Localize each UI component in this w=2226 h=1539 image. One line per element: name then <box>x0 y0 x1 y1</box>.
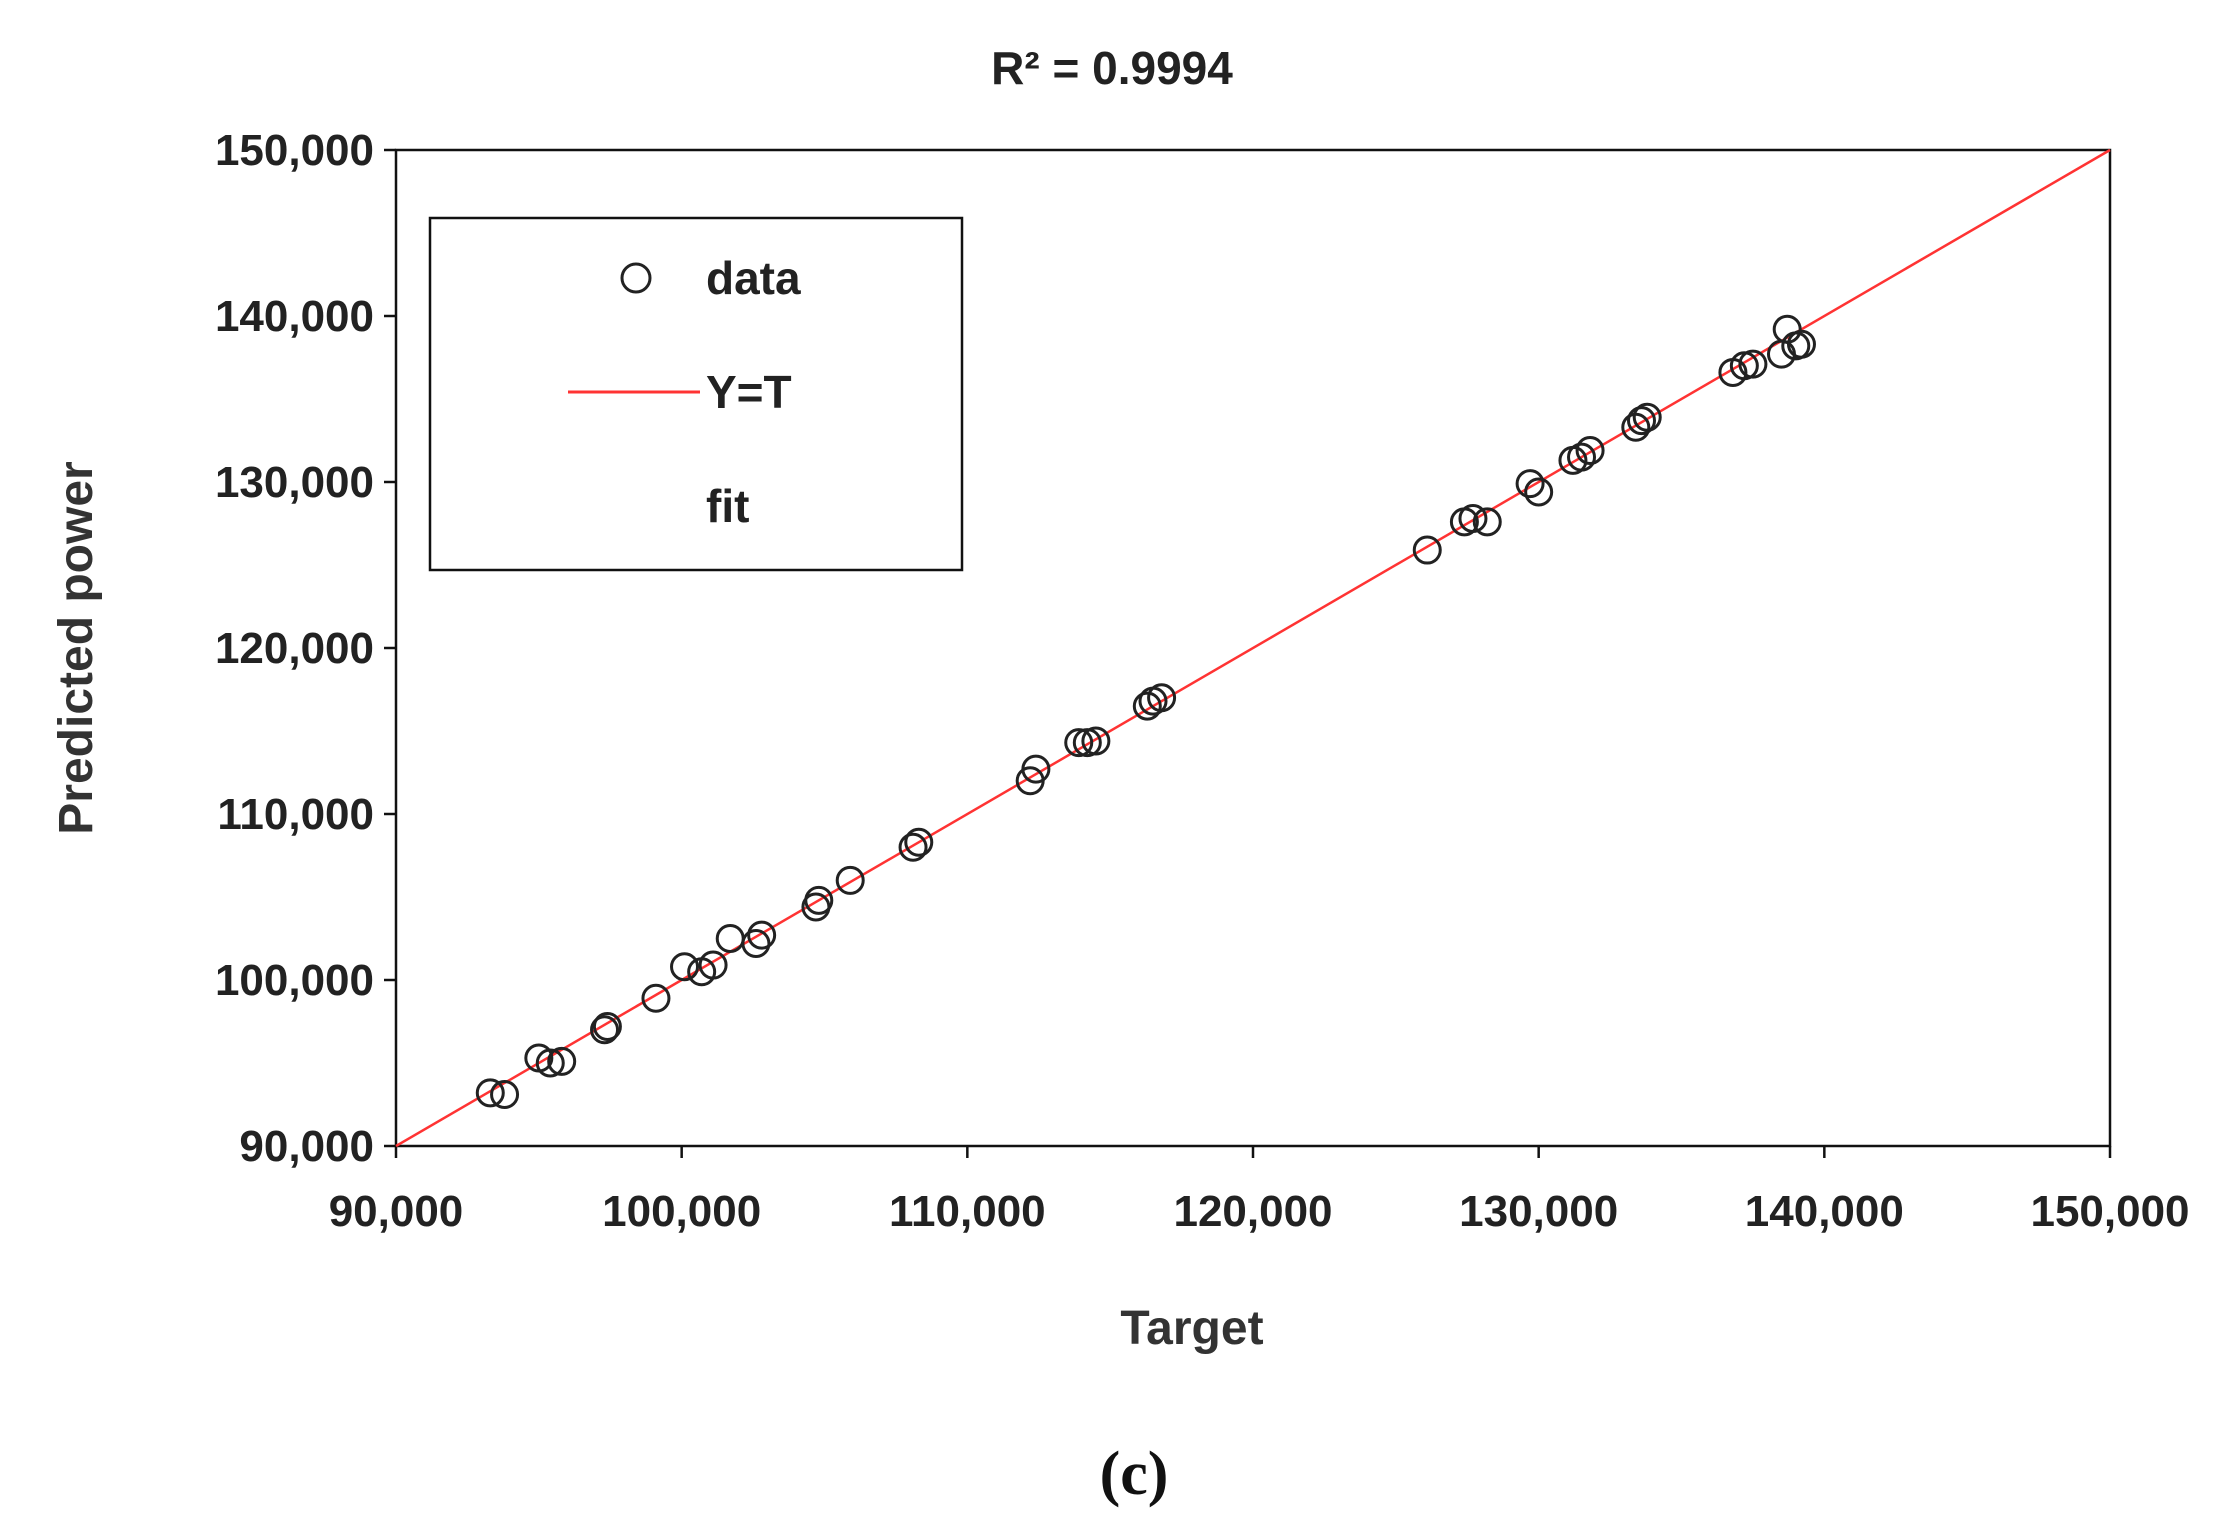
legend-circle-marker-icon <box>620 262 652 294</box>
data-point <box>670 952 700 982</box>
data-point <box>535 1048 565 1078</box>
data-point <box>641 983 671 1013</box>
legend-label-y-equals-t: Y=T <box>706 366 792 418</box>
x-tick-label: 130,000 <box>1459 1187 1618 1236</box>
x-axis-label: Target <box>1120 1302 1263 1355</box>
y-axis: 90,000 100,000 110,000 120,000 130,000 140,00… <box>215 126 396 1171</box>
x-tick-label: 110,000 <box>889 1187 1046 1236</box>
legend-label-fit: fit <box>706 480 749 532</box>
y-tick-label: 130,000 <box>215 458 374 507</box>
data-point <box>1412 535 1442 565</box>
data-point <box>715 924 745 953</box>
x-tick-label: 150,000 <box>2030 1187 2189 1236</box>
data-point <box>698 950 728 980</box>
data-point <box>1081 726 1111 756</box>
data-point <box>475 1078 505 1108</box>
legend-box <box>428 216 964 572</box>
y-tick-label: 110,000 <box>217 790 374 839</box>
data-point <box>592 1011 622 1041</box>
y-axis-label: Predicted power <box>50 461 103 834</box>
data-point <box>590 1015 620 1045</box>
data-point <box>1472 507 1502 537</box>
legend-label-data: data <box>706 252 801 304</box>
data-point <box>1738 349 1768 379</box>
data-point <box>1621 412 1651 442</box>
data-point <box>747 920 777 950</box>
y-tick-label: 150,000 <box>215 126 374 175</box>
data-point <box>1515 469 1545 499</box>
data-point <box>1627 406 1657 436</box>
x-tick-label: 140,000 <box>1745 1187 1904 1236</box>
data-point <box>1458 504 1488 534</box>
data-point <box>904 827 934 857</box>
legend: data Y=T fit <box>428 216 964 572</box>
data-point <box>1147 683 1177 713</box>
x-tick-label: 100,000 <box>602 1187 761 1236</box>
y-tick-label: 100,000 <box>215 956 374 1005</box>
data-point <box>835 865 865 895</box>
x-tick-label: 120,000 <box>1173 1187 1332 1236</box>
data-point <box>1575 435 1605 465</box>
data-series <box>475 314 1816 1110</box>
data-point <box>898 832 928 862</box>
data-point <box>1524 477 1554 507</box>
data-point <box>547 1046 577 1076</box>
x-tick-label: 90,000 <box>329 1187 464 1236</box>
data-point <box>490 1080 520 1110</box>
chart-title: R² = 0.9994 <box>991 42 1233 94</box>
y-tick-label: 140,000 <box>215 292 374 341</box>
figure-caption: (c) <box>1100 1440 1169 1508</box>
data-point <box>1567 442 1597 472</box>
data-point <box>1132 691 1162 721</box>
x-axis: 90,000 100,000 110,000 120,000 130,000 140,00… <box>329 1146 2190 1236</box>
data-point <box>1632 402 1662 432</box>
data-point <box>1021 754 1051 784</box>
y-tick-label: 120,000 <box>215 624 374 673</box>
data-point <box>1064 728 1094 758</box>
y-tick-label: 90,000 <box>239 1122 374 1171</box>
data-point <box>1786 329 1816 359</box>
data-point <box>804 885 834 915</box>
data-point <box>741 928 771 958</box>
